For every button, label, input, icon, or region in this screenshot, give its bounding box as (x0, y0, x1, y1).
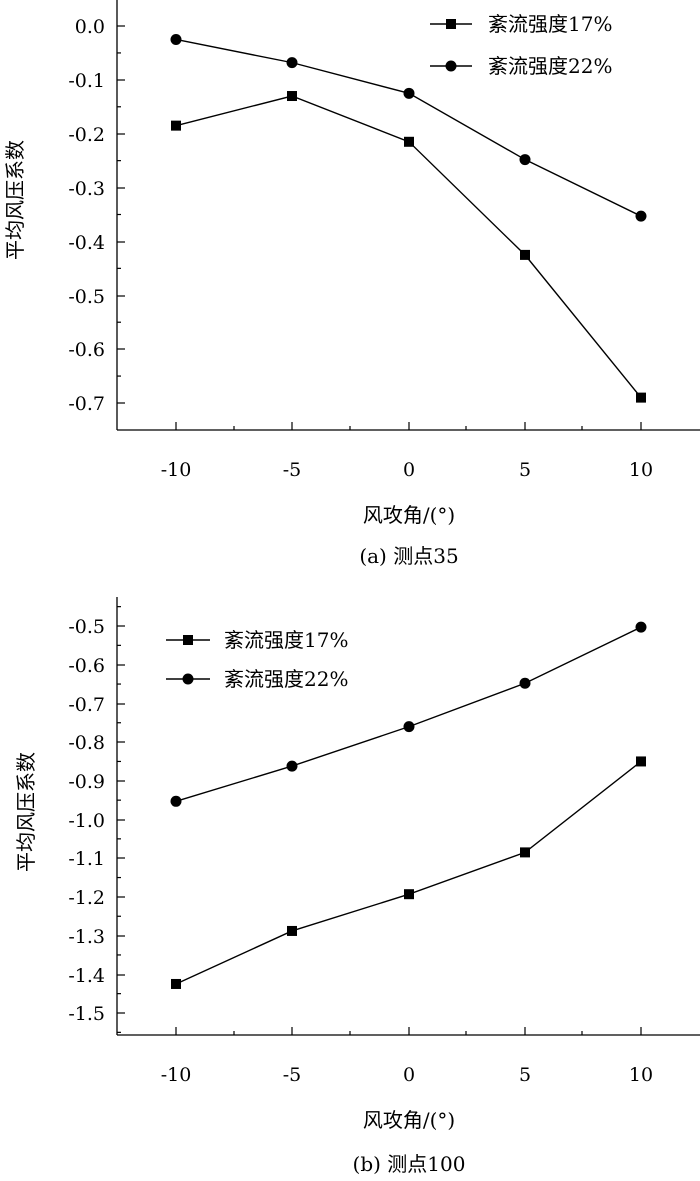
y-tick-label: -0.7 (68, 694, 105, 716)
data-point-circle (519, 154, 531, 166)
x-tick-label: 5 (519, 1064, 531, 1086)
legend-marker-square (446, 19, 456, 29)
y-tick-label: -0.6 (68, 655, 105, 677)
data-point-square (636, 392, 646, 403)
legend-label: 紊流强度22% (224, 667, 348, 691)
series-2 (170, 33, 647, 222)
x-tick-label: -10 (161, 1064, 192, 1086)
y-tick-label: -0.9 (68, 771, 105, 793)
data-point-circle (170, 795, 182, 807)
series-2 (170, 621, 647, 807)
y-tick-label: -0.3 (68, 178, 105, 200)
y-tick-label: -0.7 (68, 393, 105, 415)
data-point-square (287, 925, 297, 936)
series-1 (171, 756, 646, 989)
series-1 (171, 91, 646, 403)
legend-label: 紊流强度17% (488, 12, 612, 36)
y-tick-label: -1.5 (68, 1003, 105, 1025)
x-tick-label: 0 (403, 459, 415, 481)
y-tick-label: -1.1 (68, 848, 105, 870)
y-tick-label: -1.3 (68, 926, 105, 948)
legend-label: 紊流强度22% (488, 54, 612, 78)
x-axis-title: 风攻角/(°) (363, 1108, 455, 1132)
x-tick-label: -5 (283, 459, 302, 481)
y-tick-label: -0.5 (68, 286, 105, 308)
legend-label: 紊流强度17% (224, 628, 348, 652)
chart-panel-1: 0.0 -0.1 -0.2 -0.3 -0.4 -0.5 -0.6 -0.7 -10 -5 0 5 10… (3, 0, 700, 568)
data-point-square (636, 756, 646, 767)
legend-entry: 紊流强度17% (430, 12, 612, 36)
y-axis-title: 平均风压系数 (3, 140, 27, 260)
x-tick-label: 5 (519, 459, 531, 481)
data-point-square (520, 249, 530, 260)
x-tick-label: -10 (161, 459, 192, 481)
data-point-circle (635, 210, 647, 222)
chart-panel-2: -0.5 -0.6 -0.7 -0.8 -0.9 -1.0 -1.1 -1.2 -1.3 -1.4… (14, 597, 700, 1176)
legend-entry: 紊流强度17% (166, 628, 348, 652)
panel-caption: (a) 测点35 (359, 544, 458, 568)
data-point-circle (286, 760, 298, 772)
legend-entry: 紊流强度22% (166, 667, 348, 691)
y-tick-label: -0.6 (68, 339, 105, 361)
data-point-square (287, 91, 297, 102)
legend-marker-circle (445, 60, 457, 72)
legend-entry: 紊流强度22% (430, 54, 612, 78)
y-axis-title: 平均风压系数 (14, 752, 38, 872)
y-tick-label: 0.0 (75, 16, 105, 38)
y-tick-label: -1.4 (68, 965, 105, 987)
x-tick-label: 0 (403, 1064, 415, 1086)
x-tick-label: -5 (283, 1064, 302, 1086)
data-point-circle (286, 57, 298, 69)
data-point-square (171, 978, 181, 989)
data-point-circle (170, 33, 182, 45)
data-point-square (404, 136, 414, 147)
data-point-square (171, 120, 181, 131)
legend-marker-square (183, 635, 193, 645)
series-line (175, 760, 642, 985)
y-tick-label: -0.2 (68, 124, 105, 146)
y-tick-label: -0.8 (68, 732, 105, 754)
y-tick-label: -1.0 (68, 810, 105, 832)
series-line (175, 626, 642, 802)
y-tick-label: -0.1 (68, 70, 105, 92)
y-tick-label: -1.2 (68, 887, 105, 909)
legend-marker-circle (182, 673, 194, 685)
data-point-circle (635, 621, 647, 633)
y-tick-label: -0.5 (68, 616, 105, 638)
data-point-square (404, 889, 414, 900)
panel-caption: (b) 测点100 (353, 1152, 466, 1176)
data-point-square (520, 847, 530, 858)
x-tick-label: 10 (629, 459, 653, 481)
x-tick-label: 10 (629, 1064, 653, 1086)
x-axis-title: 风攻角/(°) (363, 503, 455, 527)
y-tick-label: -0.4 (68, 232, 105, 254)
data-point-circle (403, 721, 415, 733)
data-point-circle (403, 87, 415, 99)
data-point-circle (519, 677, 531, 689)
